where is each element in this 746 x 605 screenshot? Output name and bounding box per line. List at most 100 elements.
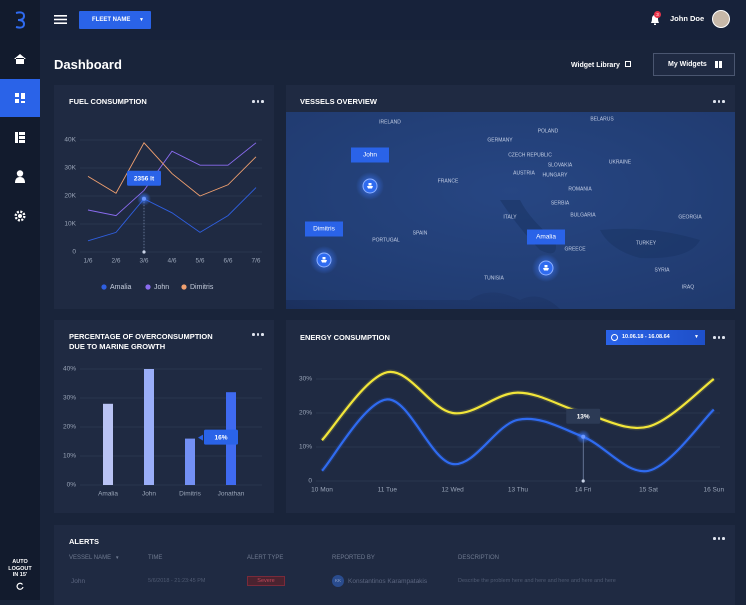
y-tick-label: 0% [67,482,77,489]
menu-icon[interactable] [54,15,67,24]
y-tick-label: 10% [63,453,76,460]
x-tick-label: 7/6 [251,258,260,265]
x-tick-label: 12 Wed [441,487,464,494]
x-tick-label: 4/6 [167,258,176,265]
y-tick-label: 10K [64,221,76,228]
my-widgets-label: My Widgets [668,61,707,68]
panel-title: ENERGY CONSUMPTION [300,333,390,342]
severity-badge: Severe [247,576,285,586]
map-label: ROMANIA [568,186,592,192]
vessel-label-box [305,221,343,237]
sort-caret: ▼ [115,555,120,560]
highlight-point [581,434,586,439]
dashboard-icon[interactable] [15,93,25,103]
fleet-button[interactable]: FLEET NAME ▼ [79,11,151,29]
y-tick-label: 20% [299,410,312,417]
map-label: HUNGARY [543,172,569,178]
map-label: TUNISIA [484,275,504,281]
menu-dots[interactable] [713,537,725,540]
highlight-point [142,196,146,201]
avatar[interactable] [712,10,730,28]
map-label: IRELAND [379,119,401,125]
column-header: DESCRIPTION [458,555,500,561]
menu-dots[interactable] [252,333,264,336]
alerts-panel: ALERTS VESSEL NAME TIME ALERT TYPE REPORTED… [54,525,735,605]
x-tick-label: 16 Sun [703,487,724,494]
y-tick-label: 30% [63,395,76,402]
active-nav[interactable] [0,79,40,117]
map-label: GREECE [564,246,586,252]
map-label: PORTUGAL [372,237,400,243]
menu-dots[interactable] [713,100,725,103]
refresh-icon[interactable] [16,582,24,590]
line [87,142,257,217]
top-bar: FLEET NAME ▼ 3 John Doe [40,0,746,40]
x-tick-label: Dimitris [179,491,201,498]
widget-icon [624,61,631,67]
tooltip [127,170,161,186]
map-label: GEORGIA [678,214,702,220]
x-tick-label: Amalia [98,491,118,498]
column-header: REPORTED BY [332,555,375,561]
map-label: UKRAINE [609,159,632,165]
date-range: 10.06.18 - 16.08.64 [622,334,670,340]
bar [144,369,154,485]
menu-dots[interactable] [713,336,725,339]
vessel-label: John [363,152,377,159]
vessel-label: Dimitris [313,226,335,233]
line [321,398,715,473]
map-label: SLOVAKIA [548,162,573,168]
fuel-panel: FUEL CONSUMPTION [54,85,274,309]
x-tick-label: 15 Sat [639,487,658,494]
sidebar: AUTO LOGOUT IN 15' [0,0,40,600]
user-icon[interactable] [14,170,26,183]
fleet-button-label: FLEET NAME [92,17,131,23]
axis-point [581,479,585,483]
legend-label: Dimitris [190,284,214,291]
x-tick-label: 1/6 [83,258,92,265]
panel-title: PERCENTAGE OF OVERCONSUMPTION DUE TO MAR… [69,332,213,351]
settings-icon[interactable] [14,210,26,222]
clock-icon [611,334,618,341]
logo [15,11,26,29]
panel-title: ALERTS [69,537,99,546]
legend-label: John [154,284,169,291]
date-range-picker[interactable]: 10.06.18 - 16.08.64 ▼ [606,330,705,345]
legend-label: Amalia [110,284,132,291]
map-label: SYRIA [654,267,670,273]
axis-point [142,250,146,254]
map-label: POLAND [538,128,559,134]
avatar: KK [332,575,344,587]
vessel-label-box [351,147,389,163]
y-tick-label: 0 [72,249,76,256]
tooltip [204,429,238,445]
menu-dots[interactable] [252,100,264,103]
cell: 5/6/2018 - 21:23:45 PM [148,578,206,584]
cell: Describe the problem here and here and h… [458,578,616,584]
map-label: SPAIN [413,230,428,236]
column-header: ALERT TYPE [247,555,284,561]
map-label: FRANCE [438,178,459,184]
list-icon[interactable] [15,132,25,143]
map-label: ITALY [503,214,517,220]
map-label: GERMANY [487,137,513,143]
y-tick-label: 40% [63,366,76,373]
alerts-table: VESSEL NAME TIME ALERT TYPE REPORTED BY DESC… [54,525,735,605]
user-name[interactable]: John Doe [670,14,705,23]
y-tick-label: 30% [299,376,312,383]
y-tick-label: 10% [299,444,312,451]
home-icon[interactable] [13,53,27,65]
y-tick-label: 20% [63,424,76,431]
my-widgets-button[interactable]: My Widgets [653,53,735,76]
tooltip-arrow [198,434,203,441]
x-tick-label: 10 Mon [311,487,333,494]
panel-title: VESSELS OVERVIEW [300,97,377,106]
x-tick-label: 6/6 [223,258,232,265]
widget-library[interactable]: Widget Library [571,61,631,69]
map-label: SERBIA [551,200,570,206]
caret: ▼ [694,334,699,340]
line [87,187,257,242]
y-tick-label: 20K [64,193,76,200]
x-tick-label: 13 Thu [508,487,529,494]
